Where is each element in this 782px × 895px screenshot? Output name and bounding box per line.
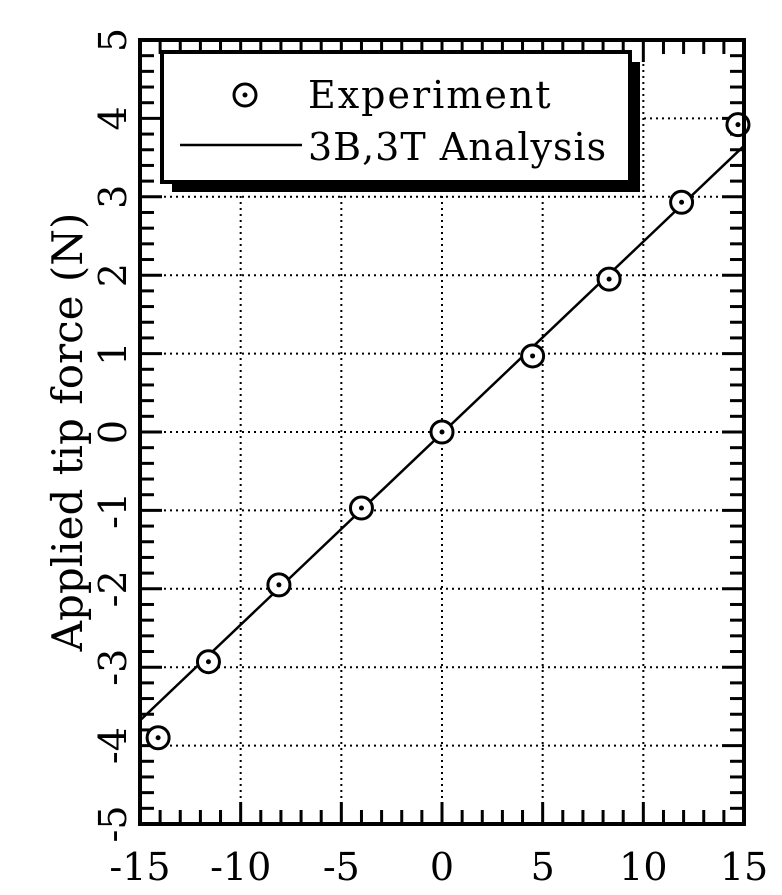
experiment-point-dot xyxy=(679,199,685,205)
y-tick-label: -1 xyxy=(91,492,135,529)
y-tick-label: -5 xyxy=(91,805,135,842)
experiment-point xyxy=(348,495,374,521)
experiment-point xyxy=(145,725,171,751)
x-tick-label: 0 xyxy=(430,845,454,889)
y-tick-label: 2 xyxy=(91,263,135,287)
experiment-point-dot xyxy=(205,659,211,665)
x-tick-label: -5 xyxy=(323,845,360,889)
legend: Experiment 3B,3T Analysis xyxy=(160,50,640,192)
experiment-series xyxy=(145,112,751,751)
y-tick-label: -4 xyxy=(91,727,135,764)
y-tick-label: -2 xyxy=(91,570,135,607)
y-tick-label: 1 xyxy=(91,342,135,366)
y-axis-label: Applied tip force (N) xyxy=(43,213,92,653)
y-tick-label: 4 xyxy=(91,106,135,130)
experiment-point-dot xyxy=(606,276,612,282)
x-tick-labels: -15 -10 -5 0 5 10 15 xyxy=(109,845,768,889)
experiment-point xyxy=(596,266,622,292)
experiment-point xyxy=(266,572,292,598)
y-tick-labels: -5 -4 -3 -2 -1 0 1 2 3 4 5 xyxy=(91,28,135,843)
experiment-point-dot xyxy=(358,505,364,511)
experiment-point xyxy=(195,649,221,675)
x-tick-label: -10 xyxy=(210,845,271,889)
x-tick-label: 5 xyxy=(531,845,555,889)
experiment-point-dot xyxy=(439,429,445,435)
experiment-point-dot xyxy=(735,122,741,128)
legend-label-analysis: 3B,3T Analysis xyxy=(308,125,607,169)
x-tick-label: 15 xyxy=(720,845,768,889)
legend-label-experiment: Experiment xyxy=(308,73,553,117)
x-tick-label: 10 xyxy=(619,845,667,889)
y-tick-label: 0 xyxy=(91,420,135,444)
y-tick-label: 5 xyxy=(91,28,135,52)
y-tick-label: 3 xyxy=(91,185,135,209)
experiment-point-dot xyxy=(530,353,536,359)
x-tick-label: -15 xyxy=(109,845,170,889)
experiment-point-dot xyxy=(155,735,161,741)
experiment-point xyxy=(429,419,455,445)
plot-frame xyxy=(138,38,746,826)
experiment-point xyxy=(520,343,546,369)
legend-box xyxy=(160,50,632,184)
legend-marker-experiment xyxy=(232,82,258,108)
experiment-point-dot xyxy=(276,582,282,588)
experiment-point xyxy=(669,189,695,215)
y-tick-label: -3 xyxy=(91,649,135,686)
